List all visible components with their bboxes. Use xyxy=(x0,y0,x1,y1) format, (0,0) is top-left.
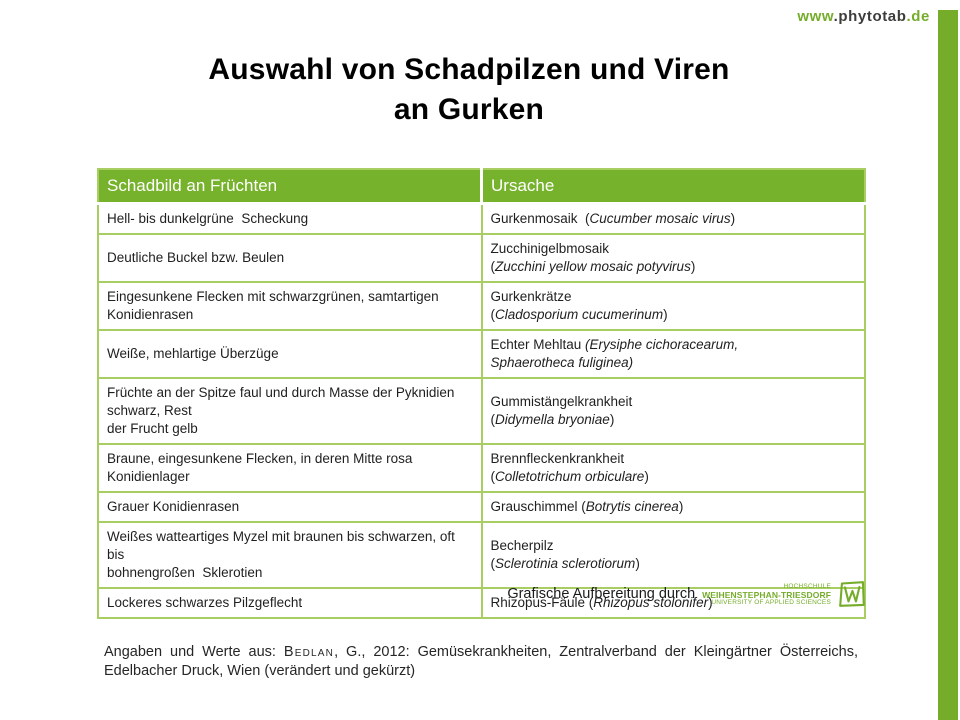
table-row: Eingesunkene Flecken mit schwarzgrünen, … xyxy=(97,281,866,331)
cause-cell: Grauschimmel (Botrytis cinerea) xyxy=(480,491,866,523)
table-row: Weiße, mehlartige Überzüge Echter Mehltau… xyxy=(97,329,866,379)
symptom-cell: Eingesunkene Flecken mit schwarzgrünen, … xyxy=(97,281,483,331)
cause-text: Gurkenkrätze xyxy=(490,289,572,304)
cause-text: ) xyxy=(730,211,736,226)
university-logo-text: HOCHSCHULE WEIHENSTEPHAN-TRIESDORF UNIVE… xyxy=(702,581,831,607)
cause-text: Grauschimmel ( xyxy=(490,499,586,514)
table-row: Grauer Konidienrasen Grauschimmel (Botryt… xyxy=(97,491,866,523)
disease-table-body: Hell- bis dunkelgrüne Scheckung Gurkenmos… xyxy=(97,202,866,619)
cause-cell: Echter Mehltau (Erysiphe cichoracearum, S… xyxy=(480,329,866,379)
cause-text: Zucchinigelbmosaik xyxy=(490,241,610,256)
citation-prefix: Angaben und Werte aus: xyxy=(104,644,284,660)
scientific-name: Botrytis cinerea xyxy=(585,499,679,514)
url-domain: .phytotab xyxy=(833,8,907,25)
cause-cell: Brennfleckenkrankheit (Colletotrichum orb… xyxy=(480,443,866,493)
table-row: Früchte an der Spitze faul und durch Mas… xyxy=(97,377,866,445)
title-line-2: an Gurken xyxy=(393,93,545,126)
url-tld: .de xyxy=(906,8,930,25)
symptom-cell: Lockeres schwarzes Pilzgeflecht xyxy=(97,587,483,619)
scientific-name: Rhizopus stolonifer xyxy=(593,595,709,610)
university-w-logo-icon xyxy=(839,581,865,607)
cause-cell: Becherpilz (Sclerotinia sclerotiorum) xyxy=(480,521,866,589)
cause-text: Brennfleckenkrankheit xyxy=(490,451,625,466)
scientific-name: Zucchini yellow mosaic potyvirus xyxy=(495,259,691,274)
right-accent-bar xyxy=(938,10,958,720)
symptom-cell: Braune, eingesunkene Flecken, in deren M… xyxy=(97,443,483,493)
scientific-name: Didymella bryoniae xyxy=(495,412,610,427)
cause-text: ( xyxy=(490,469,496,484)
table-header: Schadbild an Früchten Ursache xyxy=(98,169,865,205)
cause-cell: Zucchinigelbmosaik (Zucchini yellow mosai… xyxy=(480,233,866,283)
table-row: Hell- bis dunkelgrüne Scheckung Gurkenmos… xyxy=(97,202,866,235)
header-ursache: Ursache xyxy=(480,169,865,205)
cause-text: Rhizopus-Fäule ( xyxy=(490,595,594,610)
symptom-cell: Hell- bis dunkelgrüne Scheckung xyxy=(97,202,483,235)
table-row: Deutliche Buckel bzw. Beulen Zucchinigelb… xyxy=(97,233,866,283)
table-row: Weißes watteartiges Myzel mit braunen bi… xyxy=(97,521,866,589)
cause-text: Becherpilz xyxy=(490,538,554,553)
header-schadbild: Schadbild an Früchten xyxy=(98,169,482,205)
scientific-name: Cladosporium cucumerinum xyxy=(495,307,664,322)
logo-line-hochschule: HOCHSCHULE xyxy=(783,583,831,590)
cause-text: ) xyxy=(663,307,668,322)
cause-text: ) xyxy=(708,595,713,610)
symptom-cell: Deutliche Buckel bzw. Beulen xyxy=(97,233,483,283)
cause-text: ( xyxy=(490,259,496,274)
cause-text: ( xyxy=(490,412,496,427)
scientific-name: Sclerotinia sclerotiorum xyxy=(495,556,636,571)
symptom-cell: Weiße, mehlartige Überzüge xyxy=(97,329,483,379)
source-citation: Angaben und Werte aus: Bedlan, G., 2012:… xyxy=(104,643,858,681)
credit-label: Grafische Aufbereitung durch xyxy=(507,586,696,602)
cause-text: ) xyxy=(635,556,640,571)
logo-line-university: UNIVERSITY OF APPLIED SCIENCES xyxy=(711,599,831,606)
cause-text: ) xyxy=(644,469,649,484)
cause-text: ) xyxy=(690,259,696,274)
cause-cell: Rhizopus-Fäule (Rhizopus stolonifer) xyxy=(480,587,866,619)
scientific-name: Cucumber mosaic virus xyxy=(589,211,731,226)
citation-author: Bedlan xyxy=(283,644,335,660)
logo-line-name: WEIHENSTEPHAN-TRIESDORF xyxy=(702,590,831,600)
website-url: www.phytotab.de xyxy=(797,8,930,25)
scientific-name: Sphaerotheca fuliginea) xyxy=(490,355,634,370)
citation-rest: , G., 2012: Gemüsekrankheiten, Zentralve… xyxy=(104,644,858,679)
symptom-cell: Grauer Konidienrasen xyxy=(97,491,483,523)
cause-text: Gurkenmosaik ( xyxy=(490,211,590,226)
credit-row: Grafische Aufbereitung durch HOCHSCHULE … xyxy=(97,577,866,611)
cause-cell: Gummistängelkrankheit (Didymella bryoniae… xyxy=(480,377,866,445)
scientific-name: (Erysiphe cichoracearum, xyxy=(585,337,739,352)
cause-text: Echter Mehltau xyxy=(490,337,586,352)
cause-cell: Gurkenmosaik (Cucumber mosaic virus) xyxy=(480,202,866,235)
cause-cell: Gurkenkrätze (Cladosporium cucumerinum) xyxy=(480,281,866,331)
url-www: www xyxy=(797,8,834,25)
cause-text: ) xyxy=(678,499,684,514)
title-line-1: Auswahl von Schadpilzen und Viren xyxy=(208,53,730,86)
scientific-name: Colletotrichum orbiculare xyxy=(495,469,645,484)
cause-text: ) xyxy=(609,412,615,427)
symptom-cell: Weißes watteartiges Myzel mit braunen bi… xyxy=(97,521,483,589)
cause-text: ( xyxy=(490,556,496,571)
cause-text: Gummistängelkrankheit xyxy=(490,394,633,409)
table-row: Lockeres schwarzes Pilzgeflecht Rhizopus-… xyxy=(97,587,866,619)
cause-text: ( xyxy=(490,307,496,322)
page-title: Auswahl von Schadpilzen und Viren an Gur… xyxy=(0,50,938,130)
table-row: Braune, eingesunkene Flecken, in deren M… xyxy=(97,443,866,493)
disease-table: Schadbild an Früchten Ursache Hell- bis … xyxy=(97,168,866,619)
symptom-cell: Früchte an der Spitze faul und durch Mas… xyxy=(97,377,483,445)
